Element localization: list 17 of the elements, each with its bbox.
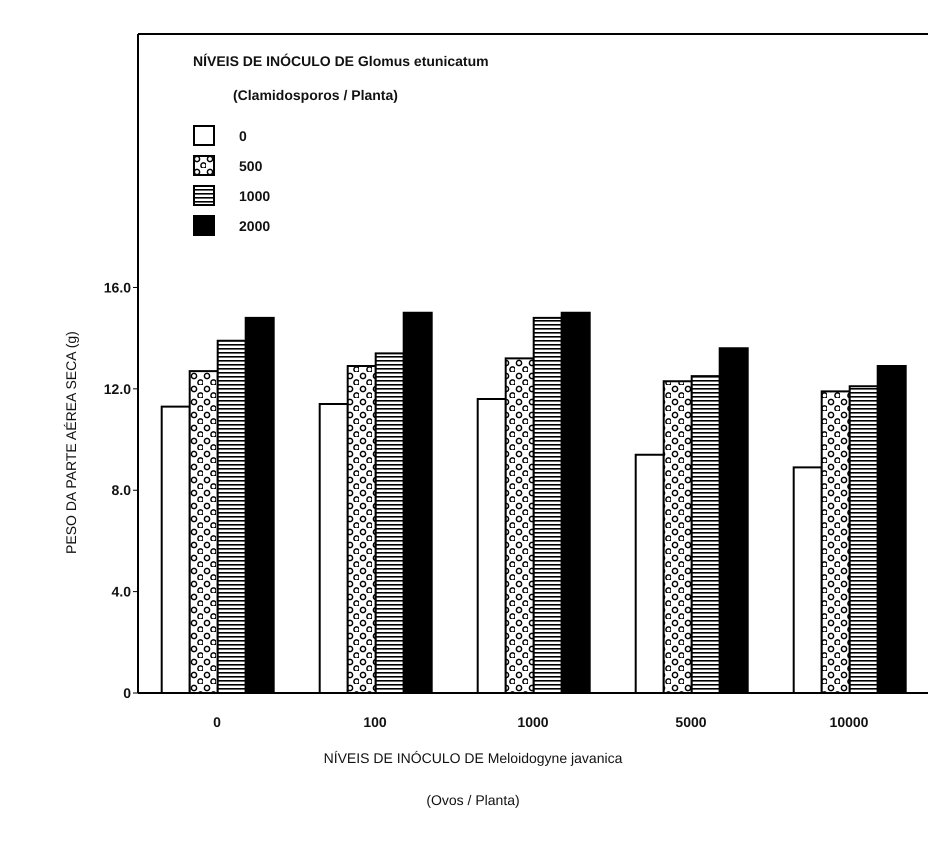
- x-tick-label: 5000: [675, 714, 707, 730]
- text: NÍVEIS DE INÓCULO DE Meloidogyne javanica (Ovos / Planta): [324, 750, 622, 808]
- x-tick-label: 10000: [830, 714, 869, 730]
- y-tick-label: 8.0: [112, 482, 132, 498]
- y-tick-label: 12.0: [104, 380, 132, 397]
- x-tick-label: 0: [213, 714, 222, 730]
- text: NÍVEIS DE INÓCULO DE Glomus etunicatum (Clamidosporos / Planta): [193, 53, 489, 103]
- legend-label: 2000: [239, 218, 270, 234]
- y-tick-label: 0: [123, 684, 132, 701]
- legend-label: 1000: [239, 188, 270, 204]
- y-tick-label: 4.0: [112, 584, 132, 600]
- legend-label: 500: [239, 158, 262, 174]
- y-axis-title: PESO DA PARTE AÉREA SECA (g): [63, 331, 79, 554]
- x-tick-label: 1000: [517, 714, 549, 730]
- y-tick-label: 16.0: [104, 279, 132, 296]
- x-tick-label: 100: [363, 714, 387, 730]
- legend-label: 0: [239, 128, 247, 144]
